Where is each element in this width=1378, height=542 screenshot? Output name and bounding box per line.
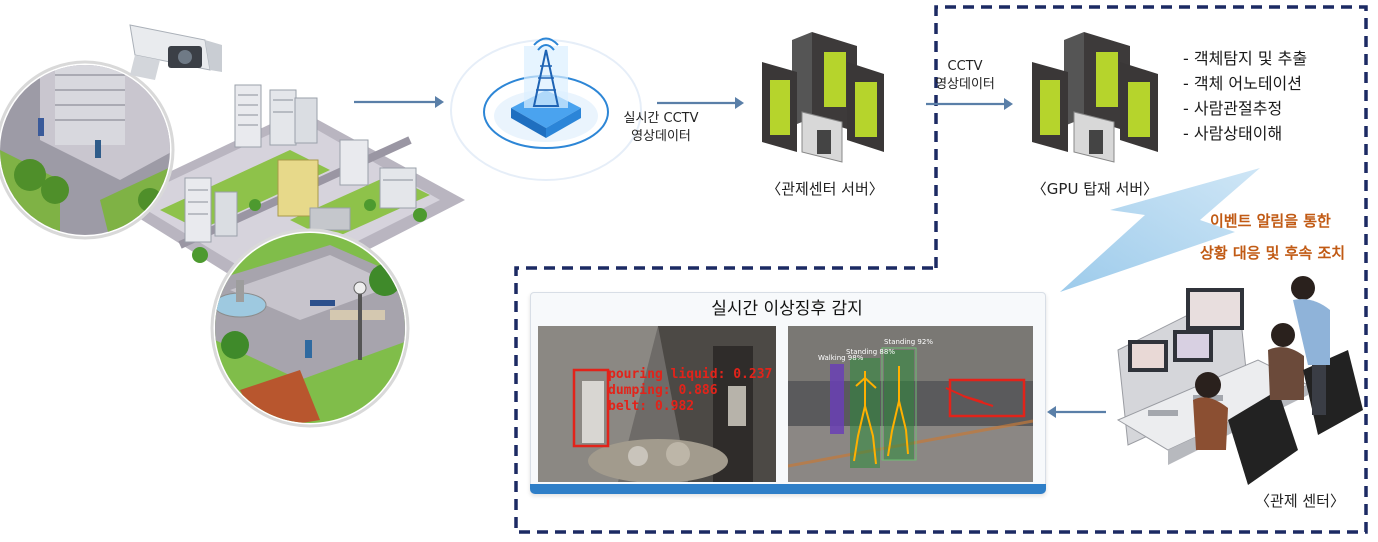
gpu-server-label: 〈GPU 탑재 서버〉 <box>1031 180 1159 198</box>
cctv-camera-icon <box>129 24 222 80</box>
arrow-control-to-gpu-server <box>926 98 1013 110</box>
smart-city-illustration <box>0 24 465 428</box>
event-text-line1: 이벤트 알림을 통한 <box>1210 212 1331 230</box>
detection-panel-bar <box>530 484 1046 494</box>
detection-label-pouring: pouring liquid: 0.237 <box>608 367 772 382</box>
pose-tag-2: Standing 92% <box>884 338 933 346</box>
gpu-task-item: - 사람상태이해 <box>1183 124 1283 143</box>
detection-image-pose: Standing 88% Standing 92% Walking 98% <box>788 326 1033 482</box>
event-flow-arrow <box>1060 168 1260 292</box>
cctv-line1: CCTV <box>947 59 983 74</box>
transmission-tower-icon <box>450 37 642 181</box>
detection-label-dumping: dumping: 0.886 <box>608 383 718 398</box>
gpu-task-item: - 사람관절추정 <box>1183 99 1283 118</box>
control-center-illustration <box>1116 276 1363 485</box>
gpu-task-item: - 객체탐지 및 추출 <box>1183 49 1308 68</box>
pose-tag-3: Walking 98% <box>818 354 864 362</box>
gpu-task-item: - 객체 어노테이션 <box>1183 74 1302 93</box>
gpu-task-list: - 객체탐지 및 추출 - 객체 어노테이션 - 사람관절추정 - 사람상태이해 <box>1183 46 1307 146</box>
arrow-center-to-detection <box>1047 406 1106 418</box>
arrow-tower-to-control-server <box>657 97 744 109</box>
event-text-line2: 상황 대응 및 후속 조치 <box>1200 244 1346 262</box>
arrow-city-to-tower <box>354 96 444 108</box>
detection-label-belt: belt: 0.982 <box>608 399 694 414</box>
gpu-server-icon <box>1032 32 1158 163</box>
realtime-cctv-line1: 실시간 CCTV <box>623 111 699 126</box>
realtime-cctv-label: 실시간 CCTV 영상데이터 <box>606 110 716 146</box>
control-center-label: 〈관제 센터〉 <box>1255 492 1345 510</box>
control-server-icon <box>762 32 884 163</box>
detection-panel-title: 실시간 이상징후 감지 <box>711 299 863 319</box>
control-server-label: 〈관제센터 서버〉 <box>766 180 884 198</box>
cctv-line2: 영상데이터 <box>935 77 995 92</box>
cctv-label: CCTV 영상데이터 <box>925 58 1005 94</box>
realtime-cctv-line2: 영상데이터 <box>631 129 691 144</box>
pose-tag-1: Standing 88% <box>846 348 895 356</box>
detection-image-dumping: pouring liquid: 0.237 dumping: 0.886 bel… <box>538 326 776 482</box>
